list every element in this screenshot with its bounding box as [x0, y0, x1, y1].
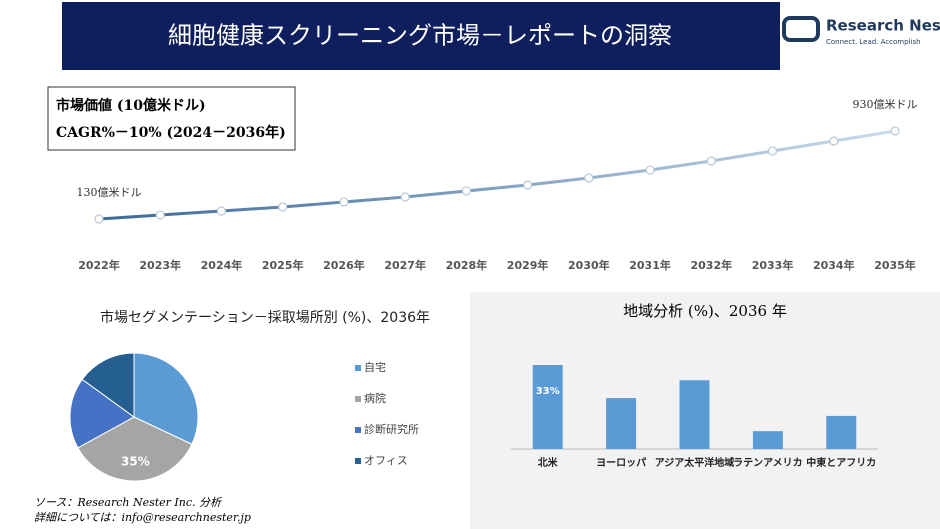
point: [706, 156, 716, 166]
info-box: [47, 86, 296, 151]
data-label: 130億米ドル: [77, 186, 142, 199]
point: [645, 165, 655, 175]
legend-label: 自宅: [364, 360, 386, 374]
data-label: 930億米ドル: [853, 98, 918, 111]
x-tick-label: 2032年: [690, 258, 732, 272]
header-band: [62, 2, 780, 70]
point: [400, 192, 410, 202]
x-tick-label: 2026年: [323, 258, 365, 272]
data-label: 35%: [121, 454, 150, 468]
x-tick-label: 中東とアフリカ: [806, 456, 876, 469]
source: ソース：Research Nester Inc. 分析: [34, 496, 223, 509]
x-tick-label: アジア太平洋地域: [655, 456, 735, 469]
logo-icon: [782, 16, 820, 42]
point: [523, 180, 533, 190]
bar: [606, 398, 637, 449]
x-tick-label: ヨーロッパ: [596, 457, 646, 469]
x-tick-label: 2025年: [262, 258, 304, 272]
legend-label: 診断研究所: [364, 422, 419, 436]
annotation: 市場価値 (10億米ドル): [56, 97, 206, 114]
point: [584, 173, 594, 183]
bar: [679, 380, 710, 449]
source: 詳細については：info@researchnester.jp: [34, 511, 251, 524]
bar: [532, 365, 563, 449]
x-tick-label: 2034年: [813, 258, 855, 272]
x-tick-label: 2022年: [78, 258, 120, 272]
legend-swatch: [355, 427, 361, 433]
logo-tagline: Connect. Lead. Accomplish: [826, 38, 921, 46]
x-tick-label: 2035年: [874, 258, 916, 272]
bar-title: 地域分析 (%)、2036 年: [623, 302, 787, 320]
legend-label: オフィス: [364, 454, 408, 467]
pie-title: 市場セグメンテーション－採取場所別 (%)、2036年: [99, 310, 431, 326]
x-tick-label: 2030年: [568, 258, 610, 272]
bar: [752, 431, 783, 449]
legend-swatch: [355, 458, 361, 464]
data-label: 33%: [536, 386, 560, 397]
annotation: CAGR%－10% (2024－2036年): [56, 124, 286, 141]
x-tick-label: 2028年: [446, 258, 488, 272]
point: [278, 202, 288, 212]
point: [767, 146, 778, 156]
header-title: 細胞健康スクリーニング市場－レポートの洞察: [168, 22, 672, 50]
x-tick-label: ラテンアメリカ: [733, 457, 803, 469]
x-tick-label: 2024年: [201, 258, 243, 272]
bar: [826, 415, 857, 449]
point: [155, 210, 165, 220]
point: [216, 206, 227, 216]
point: [890, 126, 900, 136]
pie-slice: [77, 416, 193, 482]
pie-slice: [81, 352, 135, 418]
point: [829, 136, 839, 146]
x-tick-label: 2029年: [507, 258, 549, 272]
legend-label: 病院: [364, 391, 386, 405]
x-tick-label: 2023年: [139, 258, 181, 272]
logo-name: Research Nester: [826, 17, 940, 35]
point: [339, 197, 349, 207]
point: [461, 186, 471, 196]
point: [94, 214, 104, 224]
pie-slice: [133, 352, 199, 445]
legend-swatch: [355, 365, 361, 371]
x-tick-label: 北米: [538, 456, 559, 469]
x-tick-label: 2027年: [384, 258, 426, 272]
line: [98, 129, 896, 221]
x-tick-label: 2031年: [629, 258, 671, 272]
legend-swatch: [355, 396, 361, 402]
x-tick-label: 2033年: [752, 258, 794, 272]
pie-slice: [69, 378, 135, 449]
